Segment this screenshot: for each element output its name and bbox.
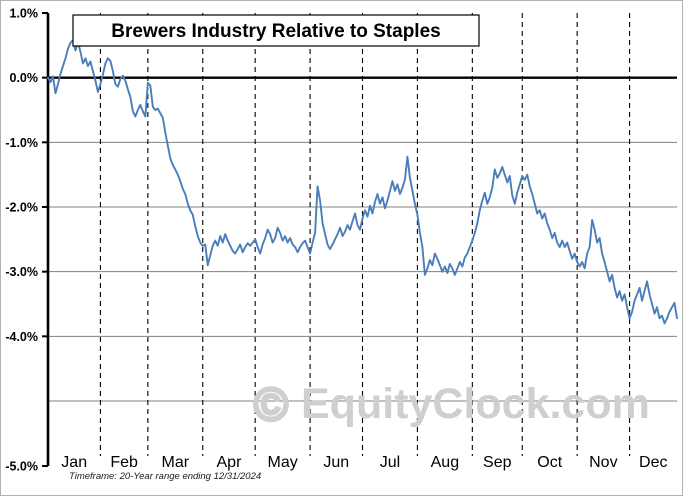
y-axis-tick-label: -5.0% <box>5 460 38 474</box>
x-axis-tick-label-dec: Dec <box>639 454 667 471</box>
x-axis-tick-label-sep: Sep <box>483 454 512 471</box>
x-axis-tick-label-jan: Jan <box>61 454 87 471</box>
y-axis-tick-label: -3.0% <box>5 265 38 279</box>
x-axis-tick-label-jun: Jun <box>323 454 349 471</box>
x-axis-tick-label-jul: Jul <box>380 454 400 471</box>
x-axis-tick-label-oct: Oct <box>537 454 562 471</box>
plot-right-margin <box>678 1 682 495</box>
x-axis-tick-label-nov: Nov <box>589 454 617 471</box>
watermark-copyright-icon: © <box>254 378 288 430</box>
x-axis-tick-label-aug: Aug <box>431 454 459 471</box>
x-axis-tick-label-feb: Feb <box>110 454 138 471</box>
x-axis-tick-label-mar: Mar <box>162 454 190 471</box>
chart-title: Brewers Industry Relative to Staples <box>111 21 440 42</box>
x-axis-tick-label-may: May <box>268 454 298 471</box>
timeframe-footnote: Timeframe: 20-Year range ending 12/31/20… <box>69 471 261 482</box>
y-axis-tick-label: -4.0% <box>5 330 38 344</box>
chart-title-box <box>72 14 480 47</box>
watermark-label: EquityClock.com <box>301 380 650 428</box>
data-series-line <box>47 39 678 325</box>
y-axis-tick-label: -1.0% <box>5 136 38 150</box>
y-axis-tick-label: 1.0% <box>10 7 39 21</box>
y-axis-tick-label: -2.0% <box>5 201 38 215</box>
y-axis-tick-label: 0.0% <box>10 71 39 85</box>
x-axis-tick-label-apr: Apr <box>217 454 243 471</box>
